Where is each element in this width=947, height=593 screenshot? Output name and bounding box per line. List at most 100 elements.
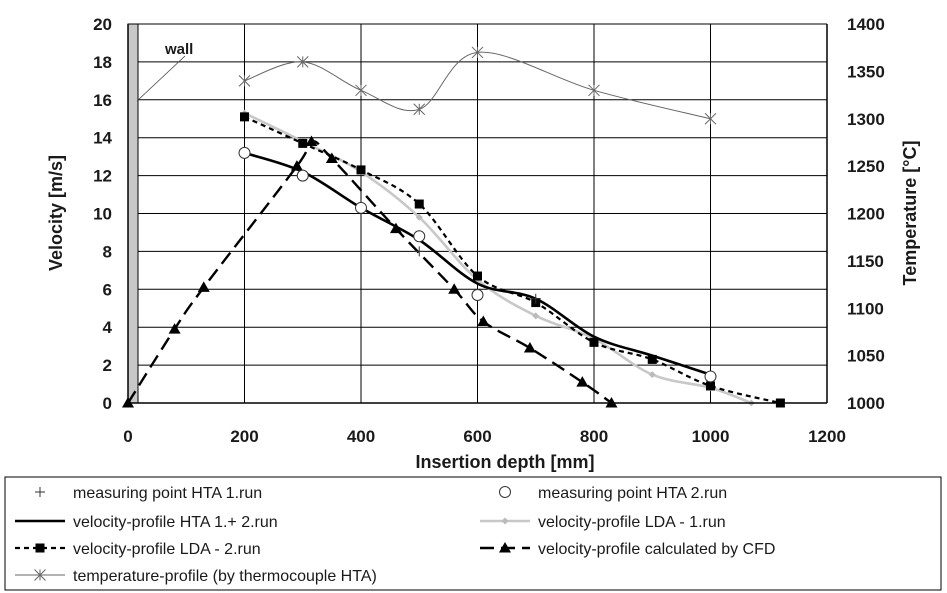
marker-diamond [648,371,656,379]
y2-axis-title: Temperature [°C] [900,141,920,286]
legend-item: velocity-profile calculated by CFD [480,541,775,558]
marker-triangle [305,135,318,146]
marker-asterisk [588,84,600,97]
marker-asterisk [238,74,251,87]
legend-item: measuring point HTA 2.run [499,485,727,502]
y2-tick-label: 1050 [847,347,885,366]
marker-plus [414,246,425,257]
marker-triangle [168,323,181,334]
wall-region [127,23,139,404]
y-tick-label: 10 [93,205,112,224]
marker-circle [296,169,309,182]
marker-square [356,165,366,175]
axes [127,24,828,404]
marker-circle [355,201,367,214]
x-axis-title: Insertion depth [mm] [416,452,595,472]
x-tick-label: 1000 [692,427,730,446]
marker-asterisk [413,103,426,116]
marker-triangle [499,542,511,553]
y2-tick-label: 1150 [847,252,884,271]
marker-triangle [523,342,536,353]
marker-asterisk [355,84,367,97]
marker-plus [530,293,541,304]
series-2 [244,151,711,376]
series-line [244,51,711,120]
y-tick-label: 18 [93,53,112,72]
x-tick-label: 1200 [808,427,846,446]
marker-square [35,543,45,553]
series-0 [414,246,541,304]
x-tick-labels: 0 200 400 600 800 1000 1200 [123,427,846,446]
legend-box [4,476,942,591]
marker-circle [413,230,426,243]
legend: measuring point HTA 1.run measuring point… [4,476,942,591]
y-tick-label: 16 [93,91,112,110]
x-tick-label: 800 [580,427,608,446]
x-tick-label: 200 [230,427,258,446]
marker-asterisk [34,569,46,581]
wall-leader-line [136,55,186,102]
marker-circle [471,288,484,301]
legend-label: velocity-profile LDA - 2.run [73,541,261,558]
y-tick-label: 8 [103,242,112,261]
y-tick-label: 14 [93,129,112,148]
marker-triangle [290,160,303,171]
series-line [244,115,781,405]
y-tick-label: 2 [103,356,112,375]
series-line [126,140,613,404]
y2-tick-label: 1300 [847,110,885,129]
marker-triangle [576,376,589,387]
y2-tick-label: 1200 [847,205,885,224]
marker-asterisk [296,56,309,68]
legend-item: velocity-profile LDA - 1.run [480,514,726,531]
marker-diamond [532,312,540,320]
series-layer [122,46,785,408]
y2-tick-label: 1350 [847,62,885,81]
y2-tick-labels: 1000 1050 1100 1150 1200 1250 1300 1350 1400 [847,15,885,413]
y-tick-label: 6 [103,280,112,299]
marker-square [298,138,308,148]
series-1 [238,146,717,383]
legend-label: velocity-profile calculated by CFD [538,541,775,558]
marker-circle [704,370,717,383]
marker-triangle [448,283,461,294]
marker-plus [35,487,45,497]
legend-item: velocity-profile LDA - 2.run [15,541,261,558]
y2-tick-label: 1000 [847,394,885,413]
legend-item: velocity-profile HTA 1.+ 2.run [15,514,278,531]
y-tick-label: 0 [103,394,112,413]
y-tick-label: 20 [93,15,112,34]
marker-circle [238,146,251,159]
y2-tick-label: 1100 [847,299,884,318]
legend-label: measuring point HTA 1.run [73,485,262,502]
series-line [244,151,711,376]
legend-label: temperature-profile (by thermocouple HTA… [73,568,377,585]
series-5 [122,135,618,408]
x-tick-label: 400 [347,427,375,446]
marker-triangle [197,281,210,292]
wall-bar [127,23,139,404]
y-tick-label: 12 [93,167,112,186]
marker-square [706,381,715,391]
marker-square [414,199,424,209]
legend-label: velocity-profile HTA 1.+ 2.run [73,514,278,531]
marker-triangle [325,152,338,164]
y-tick-labels: 0 2 4 6 8 10 12 14 16 18 20 [93,15,112,413]
legend-label: velocity-profile LDA - 1.run [538,514,726,531]
y-tick-label: 4 [103,318,113,337]
marker-diamond [415,213,423,221]
wall-annotation: wall [136,41,193,102]
marker-circle [499,486,511,498]
legend-label: measuring point HTA 2.run [538,485,727,502]
marker-square [589,337,599,347]
legend-item: temperature-profile (by thermocouple HTA… [15,568,377,585]
x-tick-label: 600 [463,427,491,446]
series-6 [238,46,717,125]
x-tick-label: 0 [123,427,132,446]
marker-square [473,271,482,281]
marker-asterisk [704,112,717,125]
marker-triangle [477,315,490,327]
y2-tick-label: 1400 [847,15,885,34]
y2-tick-label: 1250 [847,157,885,176]
